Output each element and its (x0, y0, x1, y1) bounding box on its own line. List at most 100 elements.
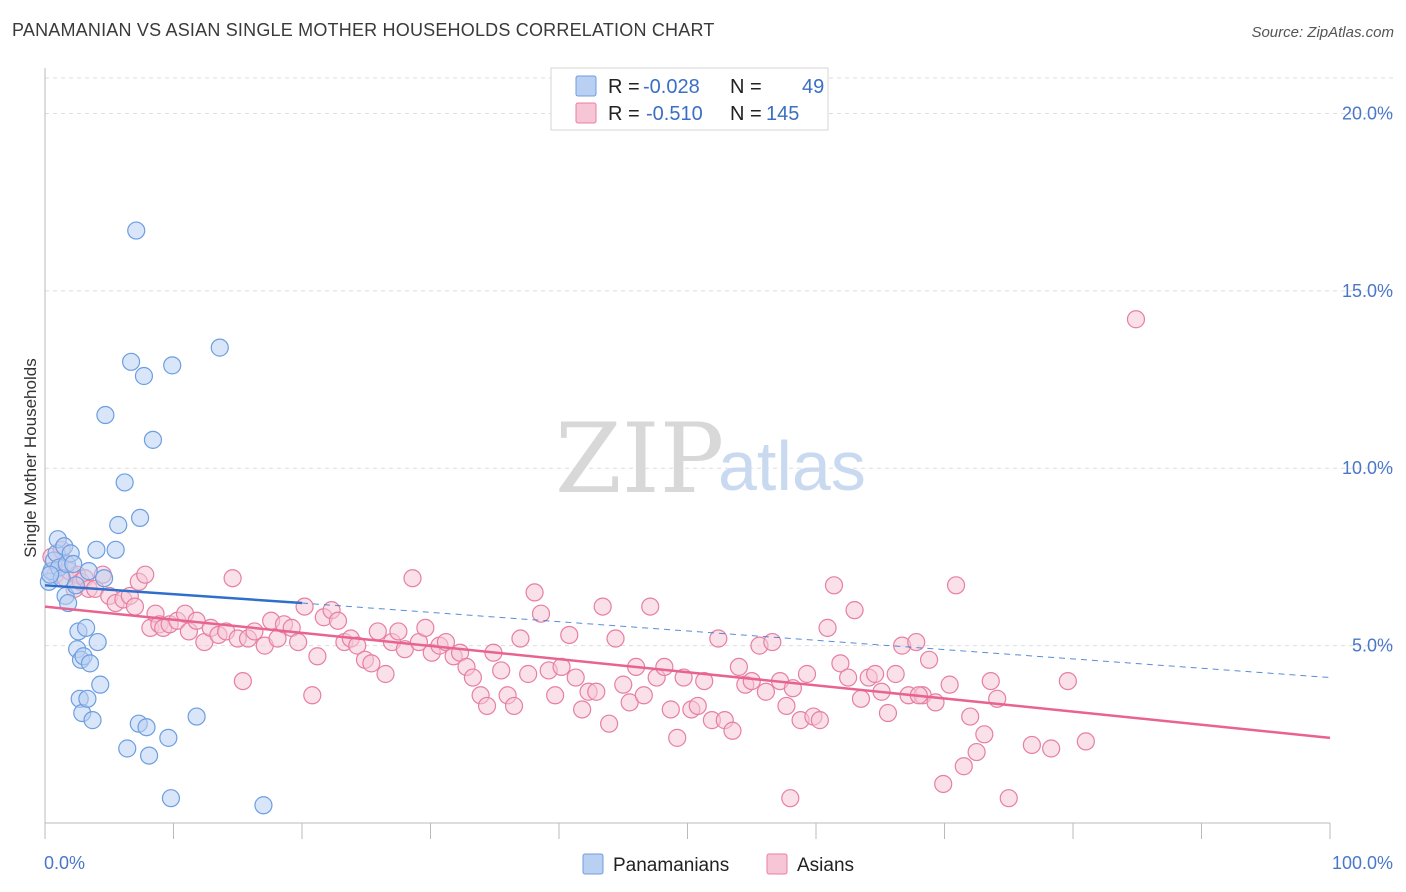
asians-point-91 (614, 675, 633, 694)
asians-point-62 (416, 618, 435, 637)
panamanians-point-35 (127, 221, 146, 240)
bottom-legend-swatch-blue (582, 853, 604, 875)
asians-point-120 (810, 711, 829, 730)
asians-point-139 (940, 675, 959, 694)
asians-point-71 (477, 696, 497, 716)
panamanians-point-27 (91, 675, 110, 694)
legend-r-label-2: R = (608, 103, 640, 125)
asians-point-151 (1076, 732, 1095, 751)
panamanians-point-29 (96, 405, 115, 425)
asians-point-145 (981, 671, 1000, 691)
panamanians-point-40 (139, 746, 159, 765)
asians-point-131 (886, 664, 905, 684)
watermark: ZIP atlas (555, 403, 866, 515)
asians-point-140 (946, 576, 966, 595)
chart-title: PANAMANIAN VS ASIAN SINGLE MOTHER HOUSEH… (12, 20, 715, 40)
asians-point-143 (967, 742, 986, 762)
panamanians-point-44 (163, 356, 182, 375)
asians-point-107 (723, 721, 742, 740)
legend-r-value-2: -0.510 (646, 103, 703, 125)
panamanians-point-13 (66, 576, 85, 595)
legend-n-value-2: 145 (766, 103, 799, 125)
legend-n-value-1: 49 (802, 76, 824, 98)
panamanians-point-38 (134, 366, 154, 386)
y-tick-labels: 5.0% 10.0% 15.0% 20.0% (1342, 103, 1393, 655)
asians-point-118 (797, 664, 817, 684)
panamanians-point-31 (109, 515, 128, 535)
panamanians-point-20 (77, 618, 96, 637)
chart-source: Source: ZipAtlas.com (1251, 24, 1394, 41)
asians-point-147 (1022, 735, 1041, 755)
asians-point-49 (328, 611, 348, 630)
asians-point-105 (709, 629, 728, 648)
trend-lines (44, 584, 1331, 740)
asians-point-60 (403, 569, 422, 588)
asians-point-136 (919, 650, 939, 669)
asians-point-150 (1058, 671, 1077, 691)
asians-trend-line (44, 605, 1331, 740)
panamanians-point-30 (106, 540, 125, 559)
asians-point-75 (504, 696, 524, 716)
asians-point-77 (519, 664, 538, 684)
asians-point-97 (655, 657, 674, 677)
bottom-legend: Panamanians Asians (582, 853, 854, 876)
asians-point-76 (511, 629, 530, 648)
asians-point-37 (245, 622, 264, 641)
asians-point-44 (295, 597, 314, 616)
asians-point-69 (463, 668, 483, 687)
legend-box: R = -0.028 N = 49 R = -0.510 N = 145 (550, 67, 829, 131)
asians-point-144 (975, 725, 994, 744)
asians-point-121 (818, 618, 837, 637)
y-tick-label-0: 5.0% (1352, 636, 1393, 656)
asians-point-138 (934, 774, 953, 794)
watermark-zip: ZIP (555, 403, 724, 515)
panamanians-point-45 (187, 707, 206, 726)
asians-point-148 (1042, 739, 1061, 758)
panamanians-trend-dashed (301, 602, 1331, 679)
asians-point-87 (587, 682, 606, 701)
y-tick-label-2: 15.0% (1342, 281, 1393, 301)
panamanians-point-43 (161, 789, 181, 808)
asians-point-55 (368, 622, 387, 641)
legend-n-label-2: N = (730, 103, 762, 125)
panamanians-point-26 (88, 632, 107, 652)
asians-point-113 (763, 632, 782, 652)
asians-point-78 (525, 583, 544, 602)
asians-point-56 (376, 664, 395, 684)
legend-r-value-1: -0.028 (643, 76, 700, 98)
legend-swatch-blue (575, 75, 597, 97)
panamanians-point-28 (95, 569, 114, 588)
asians-point-95 (641, 597, 660, 616)
asians-point-126 (851, 689, 871, 708)
y-tick-label-3: 20.0% (1342, 103, 1393, 123)
panamanians-point-39 (137, 718, 156, 737)
asians-point-90 (606, 629, 625, 648)
bottom-legend-panamanians: Panamanians (613, 855, 729, 876)
asians-point-122 (824, 576, 844, 595)
panamanians-trend-solid (44, 584, 303, 605)
asians-point-108 (729, 657, 749, 677)
panamanians-point-23 (80, 654, 100, 673)
asians-points (42, 310, 1146, 808)
asians-point-58 (389, 622, 408, 641)
y-tick-label-1: 10.0% (1342, 458, 1393, 478)
asians-point-102 (688, 696, 707, 716)
asians-point-84 (566, 668, 585, 687)
asians-point-110 (742, 671, 761, 691)
asians-point-35 (233, 671, 252, 691)
asians-point-154 (781, 789, 800, 808)
panamanians-point-33 (118, 739, 137, 758)
legend-r-label-1: R = (608, 76, 640, 98)
asians-point-152 (1126, 310, 1146, 329)
asians-point-46 (308, 647, 327, 666)
bottom-legend-swatch-pink (766, 853, 788, 875)
y-axis-title: Single Mother Households (21, 358, 40, 557)
asians-point-43 (289, 632, 308, 652)
panamanians-point-48 (41, 565, 60, 584)
asians-point-112 (756, 682, 775, 701)
asians-point-149 (999, 789, 1018, 808)
asians-point-123 (831, 654, 850, 673)
asians-point-19 (136, 565, 155, 584)
asians-point-141 (954, 757, 973, 776)
